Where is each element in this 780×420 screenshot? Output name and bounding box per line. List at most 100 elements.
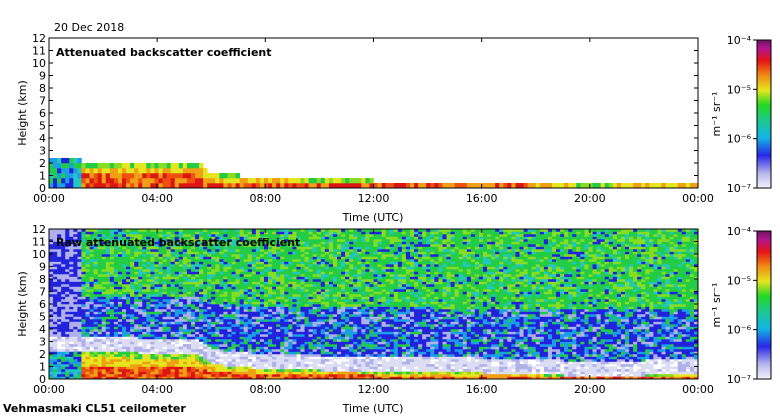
heatmap-cell <box>150 274 155 277</box>
heatmap-cell <box>312 294 318 297</box>
heatmap-cell <box>142 366 147 370</box>
heatmap-cell <box>182 246 188 250</box>
heatmap-cell <box>203 304 208 307</box>
heatmap-cell <box>231 251 236 255</box>
heatmap-cell <box>150 344 155 347</box>
heatmap-cell <box>49 234 54 237</box>
heatmap-cell <box>284 331 289 335</box>
heatmap-cell <box>69 281 74 285</box>
heatmap-cell <box>251 376 257 380</box>
heatmap-cell <box>146 264 151 267</box>
heatmap-cell <box>414 183 419 189</box>
heatmap-cell <box>345 309 350 312</box>
heatmap-cell <box>288 279 293 282</box>
heatmap-cell <box>89 239 94 242</box>
heatmap-cell <box>158 359 163 362</box>
heatmap-cell <box>284 364 289 367</box>
heatmap-cell <box>263 276 269 280</box>
heatmap-cell <box>223 306 228 310</box>
heatmap-cell <box>231 279 236 282</box>
heatmap-cell <box>101 329 107 332</box>
heatmap-cell <box>357 344 362 347</box>
heatmap-cell <box>126 254 131 257</box>
heatmap-cell <box>113 331 119 335</box>
heatmap-cell <box>186 324 192 327</box>
heatmap-cell <box>199 334 204 337</box>
heatmap-cell <box>138 306 143 310</box>
heatmap-cell <box>336 241 342 245</box>
heatmap-cell <box>101 173 107 179</box>
heatmap-cell <box>357 364 362 367</box>
heatmap-cell <box>142 369 147 372</box>
heatmap-cell <box>324 269 330 272</box>
heatmap-cell <box>85 331 90 335</box>
heatmap-cell <box>130 339 135 342</box>
heatmap-cell <box>349 286 354 290</box>
heatmap-cell <box>154 264 159 267</box>
heatmap-cell <box>268 316 273 320</box>
heatmap-cell <box>284 329 289 332</box>
heatmap-cell <box>73 374 78 377</box>
heatmap-cell <box>170 261 176 265</box>
heatmap-cell <box>332 284 338 287</box>
heatmap-cell <box>73 359 78 362</box>
heatmap-cell <box>170 264 176 267</box>
heatmap-cell <box>324 344 330 347</box>
heatmap-cell <box>162 376 167 380</box>
heatmap-cell <box>215 239 220 242</box>
heatmap-cell <box>93 319 98 322</box>
heatmap-cell <box>77 239 82 242</box>
heatmap-cell <box>146 291 151 295</box>
heatmap-cell <box>138 168 143 174</box>
heatmap-cell <box>57 183 62 189</box>
heatmap-cell <box>130 374 135 377</box>
heatmap-cell <box>130 249 135 252</box>
heatmap-cell <box>195 306 200 310</box>
heatmap-cell <box>122 304 127 307</box>
heatmap-cell <box>49 266 54 270</box>
heatmap-cell <box>65 371 70 375</box>
heatmap-cell <box>231 351 236 355</box>
heatmap-cell <box>300 279 305 282</box>
heatmap-cell <box>182 261 188 265</box>
heatmap-cell <box>316 274 322 277</box>
heatmap-cell <box>328 349 334 352</box>
heatmap-cell <box>251 261 257 265</box>
heatmap-cell <box>300 178 305 184</box>
heatmap-cell <box>109 369 115 372</box>
heatmap-cell <box>138 326 143 330</box>
heatmap-cell <box>259 361 265 365</box>
heatmap-cell <box>154 319 159 322</box>
heatmap-cell <box>316 294 322 297</box>
heatmap-cell <box>158 321 163 325</box>
heatmap-cell <box>203 281 208 285</box>
heatmap-cell <box>255 183 261 189</box>
heatmap-cell <box>219 256 224 260</box>
heatmap-cell <box>57 359 62 362</box>
heatmap-cell <box>182 374 188 377</box>
heatmap-cell <box>178 254 184 257</box>
heatmap-cell <box>97 329 103 332</box>
heatmap-cell <box>336 264 342 267</box>
heatmap-cell <box>162 281 167 285</box>
heatmap-cell <box>215 246 220 250</box>
heatmap-cell <box>357 279 362 282</box>
heatmap-cell <box>304 244 309 247</box>
heatmap-cell <box>255 316 261 320</box>
heatmap-cell <box>272 254 277 257</box>
heatmap-cell <box>308 244 313 247</box>
heatmap-cell <box>93 279 98 282</box>
heatmap-cell <box>182 284 188 287</box>
heatmap-cell <box>215 361 220 365</box>
heatmap-cell <box>170 291 176 295</box>
heatmap-cell <box>231 336 236 340</box>
heatmap-cell <box>336 326 342 330</box>
heatmap-cell <box>65 376 70 380</box>
heatmap-cell <box>243 296 249 300</box>
heatmap-cell <box>308 261 313 265</box>
heatmap-cell <box>174 231 180 235</box>
heatmap-cell <box>113 234 119 237</box>
heatmap-cell <box>57 291 62 295</box>
heatmap-cell <box>324 309 330 312</box>
heatmap-cell <box>203 173 208 179</box>
